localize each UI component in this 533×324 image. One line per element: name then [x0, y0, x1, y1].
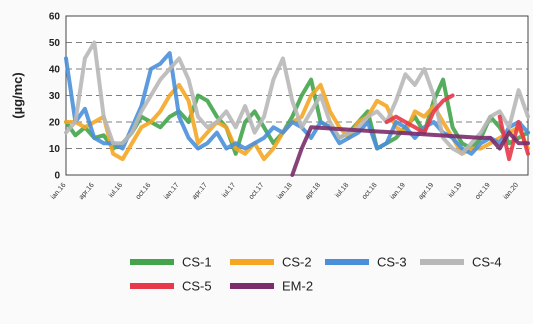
- x-tick-label: apr.16: [78, 182, 96, 201]
- x-axis: ian.16 apr.16 iul.16 oct.16 ian.17 apr.17 iul.…: [50, 182, 520, 201]
- y-tick-label: 20: [49, 118, 61, 129]
- x-tick-label: iul.17: [221, 182, 237, 199]
- x-tick-label: apr.19: [417, 182, 435, 201]
- x-tick-label: ian.17: [163, 182, 181, 201]
- series-layer: [64, 40, 530, 177]
- y-tick-label: 50: [49, 38, 61, 49]
- x-tick-label: ian.20: [502, 182, 520, 201]
- y-axis: 0 10 20 30 40 50 60: [49, 12, 61, 182]
- legend-label: CS-1: [182, 255, 212, 270]
- x-tick-label: oct.17: [248, 182, 266, 201]
- series-line-cs-4: [64, 40, 530, 156]
- legend: CS-1 CS-2 CS-3 CS-4 CS-5 EM-2: [130, 255, 502, 294]
- x-tick-label: ian.19: [389, 182, 407, 201]
- x-tick-label: ian.18: [276, 182, 294, 201]
- x-tick-label: iul.19: [447, 182, 463, 199]
- legend-label: CS-4: [472, 255, 502, 270]
- y-axis-label: (µg/mc): [10, 72, 25, 119]
- legend-label: CS-3: [377, 255, 407, 270]
- legend-label: CS-5: [182, 279, 212, 294]
- legend-label: CS-2: [282, 255, 312, 270]
- x-tick-label: oct.16: [135, 182, 153, 201]
- x-tick-label: oct.18: [361, 182, 379, 201]
- x-tick-label: apr.18: [304, 182, 322, 201]
- x-tick-label: ian.16: [50, 182, 68, 201]
- y-tick-label: 0: [54, 171, 60, 182]
- x-tick-label: oct.19: [474, 182, 492, 201]
- x-tick-label: iul.16: [108, 182, 124, 199]
- x-tick-label: apr.17: [191, 182, 209, 201]
- legend-label: EM-2: [282, 279, 313, 294]
- series-line-em-2: [290, 125, 530, 177]
- series-line-cs-1: [64, 77, 530, 156]
- y-tick-label: 40: [49, 65, 61, 76]
- x-tick-label: iul.18: [334, 182, 350, 199]
- y-tick-label: 30: [49, 91, 61, 102]
- y-tick-label: 60: [49, 12, 61, 23]
- y-tick-label: 10: [49, 144, 61, 155]
